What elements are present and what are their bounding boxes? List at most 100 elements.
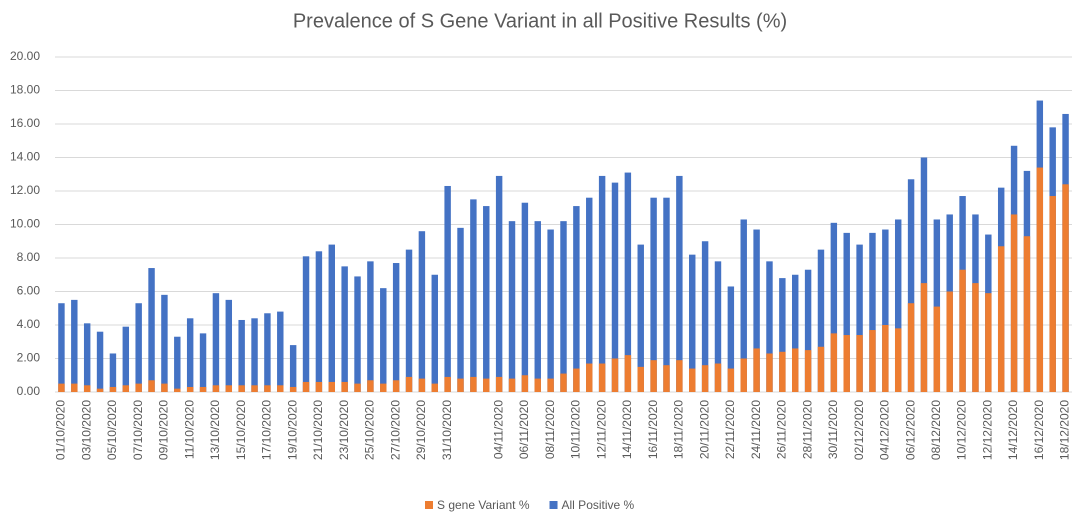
y-tick-label: 20.00 bbox=[10, 49, 40, 63]
bar bbox=[508, 221, 516, 392]
bar bbox=[843, 335, 850, 392]
bar bbox=[186, 318, 194, 392]
bar bbox=[727, 286, 735, 392]
bar bbox=[676, 175, 683, 392]
x-tick-label: 14/11/2020 bbox=[620, 400, 634, 459]
bar bbox=[740, 219, 747, 392]
bar bbox=[483, 206, 490, 392]
bar bbox=[946, 291, 953, 392]
bar bbox=[534, 378, 541, 392]
bar bbox=[495, 175, 503, 392]
bar bbox=[238, 385, 245, 392]
bar bbox=[122, 326, 130, 392]
bar bbox=[560, 373, 567, 392]
bar bbox=[161, 383, 168, 392]
bar bbox=[225, 385, 233, 392]
bar bbox=[431, 383, 438, 392]
bar bbox=[495, 376, 503, 392]
x-tick-label: 10/11/2020 bbox=[569, 400, 583, 459]
bar bbox=[380, 383, 387, 392]
y-tick-label: 4.00 bbox=[17, 317, 41, 331]
x-tick-label: 04/11/2020 bbox=[491, 400, 505, 459]
bar bbox=[1049, 196, 1056, 392]
x-tick-label: 12/11/2020 bbox=[594, 400, 608, 459]
bar bbox=[109, 386, 117, 392]
bar bbox=[212, 385, 220, 392]
x-tick-label: 08/11/2020 bbox=[543, 400, 557, 459]
bar bbox=[315, 251, 323, 392]
bar bbox=[238, 319, 245, 392]
bar bbox=[341, 381, 348, 392]
bar bbox=[96, 331, 104, 392]
bar bbox=[83, 385, 91, 392]
bar bbox=[1010, 214, 1018, 392]
bar bbox=[701, 241, 709, 392]
x-tick-label: 26/11/2020 bbox=[775, 400, 789, 459]
x-tick-label: 25/10/2020 bbox=[363, 400, 377, 460]
bar bbox=[779, 278, 786, 392]
bar bbox=[83, 323, 91, 392]
y-tick-label: 8.00 bbox=[17, 250, 41, 264]
x-tick-label: 24/11/2020 bbox=[749, 400, 763, 459]
x-tick-label: 27/10/2020 bbox=[388, 400, 402, 460]
x-tick-label: 31/10/2020 bbox=[440, 400, 454, 460]
bar bbox=[251, 385, 258, 392]
x-tick-label: 17/10/2020 bbox=[260, 400, 274, 460]
bar bbox=[289, 345, 297, 392]
bar bbox=[251, 318, 258, 392]
bar bbox=[804, 269, 812, 392]
y-tick-label: 2.00 bbox=[17, 351, 41, 365]
bar bbox=[894, 328, 902, 392]
bar bbox=[611, 182, 619, 392]
x-tick-label: 05/10/2020 bbox=[105, 400, 119, 460]
bar bbox=[985, 293, 992, 392]
bar bbox=[380, 288, 387, 392]
bar bbox=[573, 206, 580, 392]
x-tick-label: 09/10/2020 bbox=[157, 400, 171, 460]
bar bbox=[161, 294, 168, 392]
bar bbox=[302, 381, 310, 392]
x-tick-label: 18/11/2020 bbox=[672, 400, 686, 459]
bar bbox=[792, 348, 799, 392]
legend-label: All Positive % bbox=[562, 498, 635, 512]
x-tick-label: 06/12/2020 bbox=[903, 400, 917, 460]
bar bbox=[199, 386, 207, 392]
bar bbox=[174, 388, 181, 392]
bar bbox=[624, 172, 632, 392]
bar bbox=[418, 378, 426, 392]
bar bbox=[367, 261, 374, 392]
bar bbox=[354, 383, 361, 392]
bar bbox=[277, 311, 284, 392]
bar bbox=[573, 368, 580, 392]
bar bbox=[676, 360, 683, 392]
bar bbox=[457, 378, 464, 392]
bar bbox=[766, 353, 773, 392]
bar bbox=[586, 197, 593, 392]
x-tick-label: 15/10/2020 bbox=[234, 400, 248, 460]
legend-label: S gene Variant % bbox=[437, 498, 530, 512]
bar bbox=[444, 185, 451, 392]
bar bbox=[663, 365, 670, 392]
x-tick-label: 19/10/2020 bbox=[285, 400, 299, 460]
x-tick-label: 20/11/2020 bbox=[697, 400, 711, 459]
bar bbox=[714, 363, 722, 392]
bar bbox=[856, 335, 863, 392]
y-tick-label: 0.00 bbox=[17, 384, 41, 398]
bar bbox=[483, 378, 490, 392]
x-tick-label: 28/11/2020 bbox=[800, 400, 814, 459]
bar bbox=[315, 381, 323, 392]
y-tick-label: 14.00 bbox=[10, 150, 40, 164]
bar bbox=[1023, 236, 1031, 392]
bar bbox=[882, 325, 889, 392]
x-tick-label: 12/12/2020 bbox=[980, 400, 994, 460]
bar bbox=[972, 283, 979, 392]
bar bbox=[727, 368, 735, 392]
bar bbox=[650, 197, 657, 392]
bar bbox=[637, 244, 644, 392]
bar bbox=[264, 385, 271, 392]
bar bbox=[624, 355, 632, 392]
bar bbox=[611, 358, 619, 392]
bar bbox=[71, 383, 78, 392]
bar bbox=[1062, 184, 1069, 392]
